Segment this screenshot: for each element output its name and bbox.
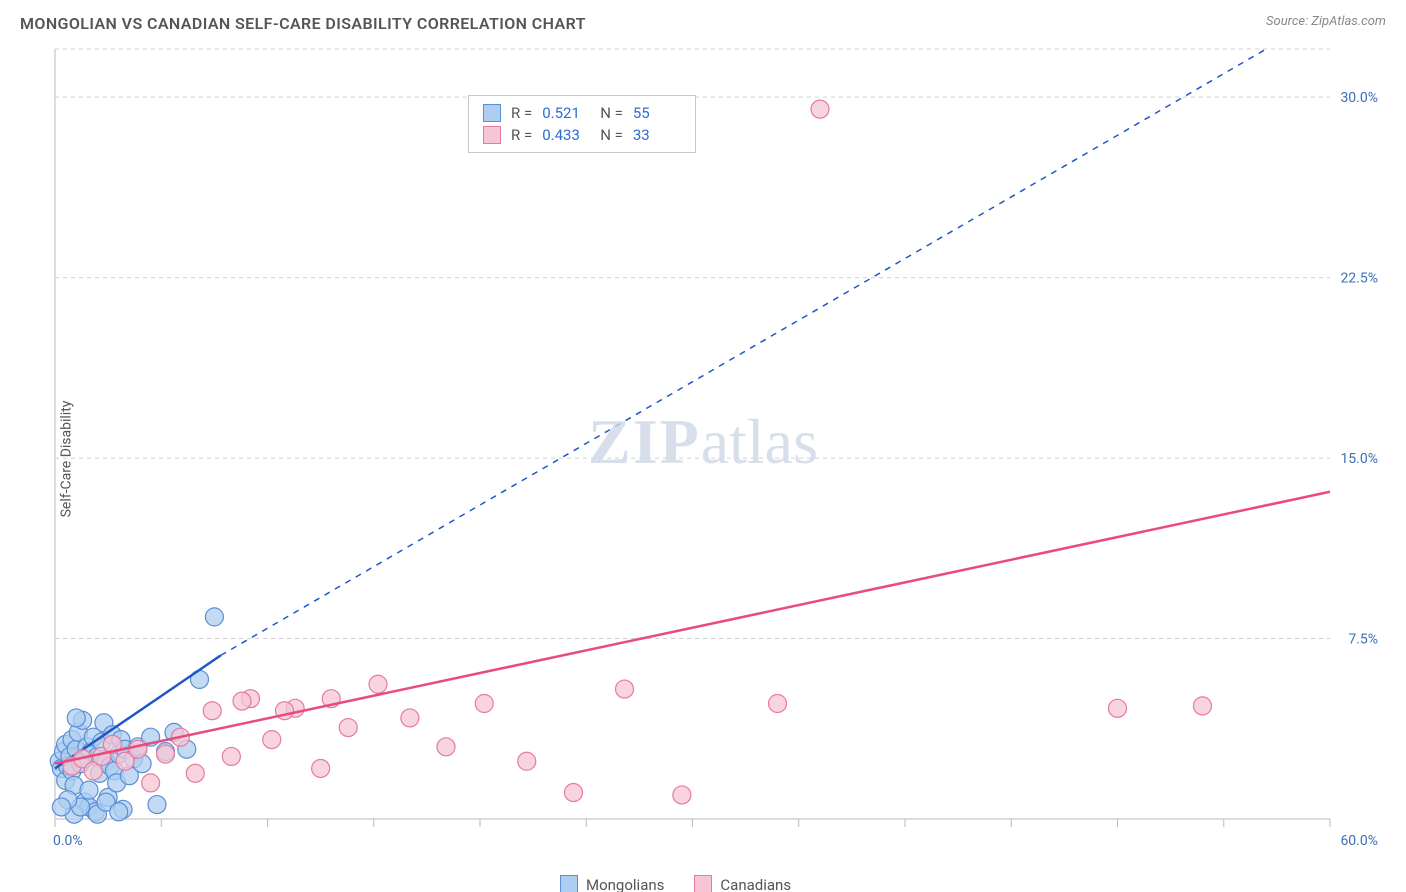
data-point — [157, 745, 175, 763]
legend-label: Canadians — [720, 876, 791, 892]
legend-swatch — [483, 126, 501, 144]
svg-text:30.0%: 30.0% — [1340, 90, 1378, 106]
source-label: Source: ZipAtlas.com — [1266, 14, 1386, 29]
data-point — [203, 702, 221, 720]
chart-header: MONGOLIAN VS CANADIAN SELF-CARE DISABILI… — [0, 0, 1406, 39]
chart-title: MONGOLIAN VS CANADIAN SELF-CARE DISABILI… — [20, 14, 586, 33]
data-point — [67, 709, 85, 727]
trend-line — [55, 492, 1330, 764]
data-point — [148, 796, 166, 814]
data-point — [186, 764, 204, 782]
data-point — [518, 752, 536, 770]
data-point — [401, 709, 419, 727]
data-point — [475, 695, 493, 713]
data-point — [205, 608, 223, 626]
svg-text:22.5%: 22.5% — [1340, 271, 1378, 287]
legend-swatch — [694, 875, 712, 892]
svg-text:7.5%: 7.5% — [1348, 632, 1378, 648]
data-point — [673, 786, 691, 804]
data-point — [142, 774, 160, 792]
data-point — [437, 738, 455, 756]
data-point — [52, 798, 70, 816]
data-point — [369, 675, 387, 693]
legend-label: Mongolians — [586, 876, 664, 892]
data-point — [1194, 697, 1212, 715]
data-point — [233, 692, 251, 710]
data-point — [80, 781, 98, 799]
data-point — [565, 784, 583, 802]
data-point — [129, 740, 147, 758]
series-legend: Mongolians Canadians — [560, 875, 791, 892]
legend-swatch — [560, 875, 578, 892]
stat-n-label: N = — [600, 104, 623, 122]
legend-item: Canadians — [694, 875, 791, 892]
correlation-stats-box: R = 0.521 N = 55 R = 0.433 N = 33 — [468, 95, 696, 153]
stats-row: R = 0.521 N = 55 — [469, 102, 695, 124]
data-point — [339, 719, 357, 737]
stat-r-value: 0.433 — [542, 126, 590, 144]
trend-line-extension — [221, 49, 1267, 655]
stat-n-value: 33 — [633, 126, 681, 144]
data-point — [769, 695, 787, 713]
data-point — [616, 680, 634, 698]
data-point — [811, 100, 829, 118]
chart-area: Self-Care Disability 7.5% 15.0% 22.5% 30.0%… — [0, 39, 1406, 879]
data-point — [312, 759, 330, 777]
stat-r-label: R = — [511, 126, 532, 144]
data-point — [110, 803, 128, 821]
legend-item: Mongolians — [560, 875, 664, 892]
stat-r-value: 0.521 — [542, 104, 590, 122]
svg-text:60.0%: 60.0% — [1340, 833, 1378, 849]
y-axis-label: Self-Care Disability — [58, 401, 74, 518]
data-point — [222, 747, 240, 765]
data-point — [1109, 699, 1127, 717]
legend-swatch — [483, 104, 501, 122]
svg-text:15.0%: 15.0% — [1340, 451, 1378, 467]
stat-r-label: R = — [511, 104, 532, 122]
stat-n-label: N = — [600, 126, 623, 144]
svg-text:0.0%: 0.0% — [53, 833, 83, 849]
data-point — [263, 731, 281, 749]
stat-n-value: 55 — [633, 104, 681, 122]
stats-row: R = 0.433 N = 33 — [469, 124, 695, 146]
scatter-plot-svg: 7.5% 15.0% 22.5% 30.0% 0.0% 60.0% — [0, 39, 1406, 879]
